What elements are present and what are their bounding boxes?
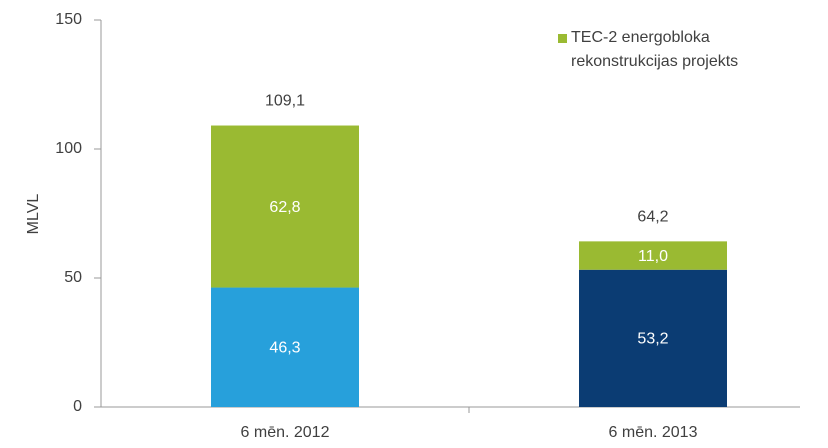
bar-segment: [211, 125, 359, 288]
y-tick-label: 150: [55, 11, 82, 28]
x-tick-label: 6 mēn. 2013: [609, 424, 698, 441]
total-label: 109,1: [265, 93, 305, 110]
value-label: 62,8: [269, 199, 300, 216]
y-tick-label: 50: [64, 269, 82, 286]
value-label: 46,3: [269, 339, 300, 356]
total-label: 64,2: [637, 209, 668, 226]
y-tick-label: 100: [55, 140, 82, 157]
value-label: 53,2: [637, 331, 668, 348]
y-tick-label: 0: [73, 398, 82, 415]
x-tick-label: 6 mēn. 2012: [241, 424, 330, 441]
bar-segment: [579, 269, 727, 407]
y-axis-label: MLVL: [25, 194, 42, 235]
value-label: 11,0: [638, 248, 668, 265]
legend: TEC-2 energobloka rekonstrukcijas projek…: [558, 26, 798, 74]
legend-swatch: [558, 34, 567, 43]
bar-segment: [579, 241, 727, 270]
legend-label: TEC-2 energobloka rekonstrukcijas projek…: [571, 29, 739, 70]
bar-segment: [211, 287, 359, 407]
